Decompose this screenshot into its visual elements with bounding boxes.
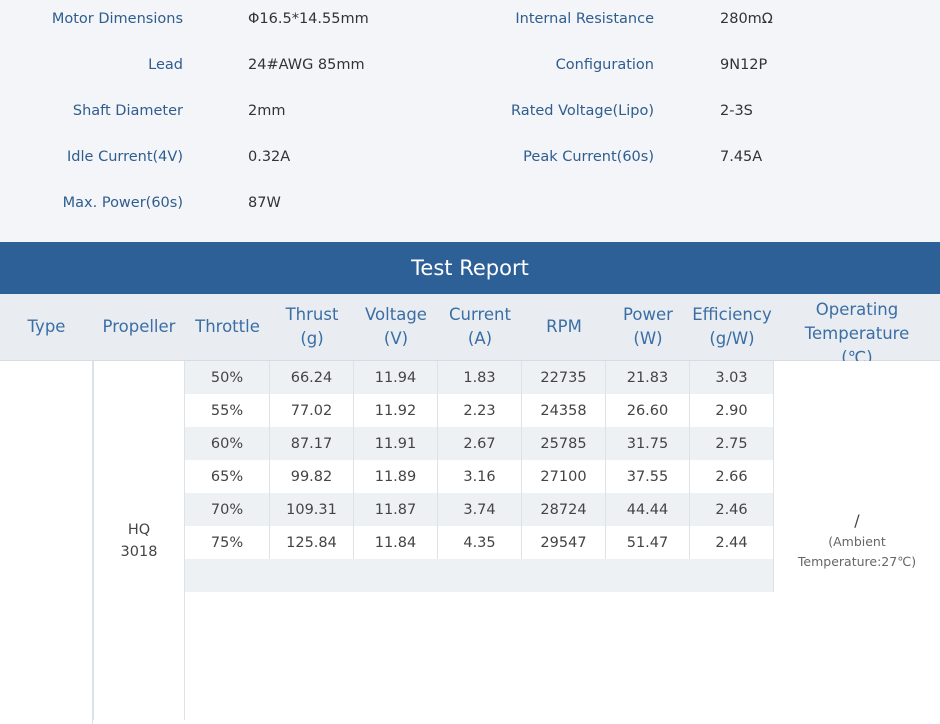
table-header: Type Propeller Throttle Thrust (g) Voltage (V)… <box>0 294 940 367</box>
table-cell: 29547 <box>522 526 606 559</box>
column-header: Thrust (g) <box>270 294 354 360</box>
table-cell: 11.89 <box>354 460 438 493</box>
column-header: RPM <box>522 294 606 360</box>
table-cell: 66.24 <box>270 361 354 394</box>
header-line: (A) <box>467 329 493 348</box>
spec-label: Lead <box>148 57 183 73</box>
temperature-line: / <box>854 510 860 530</box>
table-cell: 2.66 <box>690 460 774 493</box>
spec-label: Peak Current(60s) <box>523 149 654 165</box>
spec-section: Motor Dimensions Φ16.5*14.55mm Internal Re… <box>0 0 940 242</box>
column-header: Type <box>0 294 93 360</box>
column-header: Voltage (V) <box>354 294 438 360</box>
propeller-cell: HQ 3018 <box>93 361 185 720</box>
spec-label: Shaft Diameter <box>72 103 183 119</box>
table-cell: 70% <box>185 493 270 526</box>
table-cell: 37.55 <box>606 460 690 493</box>
table-cell: 3.74 <box>438 493 522 526</box>
table-cell: 2.67 <box>438 427 522 460</box>
spec-label: Rated Voltage(Lipo) <box>511 103 654 119</box>
header-line: Operating <box>815 300 899 319</box>
column-header: Propeller <box>93 294 185 360</box>
table-cell: 31.75 <box>606 427 690 460</box>
spec-value: 7.45A <box>720 149 763 165</box>
header-line: (W) <box>633 329 663 348</box>
propeller-line: HQ <box>127 521 151 538</box>
table-cell: 65% <box>185 460 270 493</box>
table-row-partial <box>185 559 774 592</box>
spec-value: 280mΩ <box>720 11 773 27</box>
temperature-cell: / (Ambient Temperature:27℃) <box>774 361 940 720</box>
table-cell: 55% <box>185 394 270 427</box>
table-cell: 1.83 <box>438 361 522 394</box>
table-cell: 25785 <box>522 427 606 460</box>
table-cell: 24358 <box>522 394 606 427</box>
header-line: Type <box>27 317 66 336</box>
column-header: Operating Temperature (℃) <box>774 294 940 367</box>
spec-value: Φ16.5*14.55mm <box>248 11 369 27</box>
table-cell: 2.75 <box>690 427 774 460</box>
table-cell: 75% <box>185 526 270 559</box>
table-cell: 4.35 <box>438 526 522 559</box>
table-cell: 44.44 <box>606 493 690 526</box>
table-cell: 50% <box>185 361 270 394</box>
column-header: Throttle <box>185 294 270 360</box>
column-header: Current (A) <box>438 294 522 360</box>
column-header: Efficiency (g/W) <box>690 294 774 360</box>
type-cell <box>0 361 93 724</box>
header-line: Thrust <box>285 305 339 324</box>
spec-label: Motor Dimensions <box>51 11 183 27</box>
spec-label: Max. Power(60s) <box>62 195 183 211</box>
spec-value: 0.32A <box>248 149 291 165</box>
table-cell: 28724 <box>522 493 606 526</box>
table-cell: 2.46 <box>690 493 774 526</box>
temperature-line: Temperature:27℃) <box>797 553 917 569</box>
spec-label: Configuration <box>555 57 654 73</box>
table-cell: 60% <box>185 427 270 460</box>
spec-label: Idle Current(4V) <box>67 149 183 165</box>
table-cell: 3.16 <box>438 460 522 493</box>
table-cell: 77.02 <box>270 394 354 427</box>
table-cell: 11.84 <box>354 526 438 559</box>
header-line: Propeller <box>102 317 176 336</box>
header-line: RPM <box>546 317 582 336</box>
header-line: Current <box>449 305 511 324</box>
header-line: Efficiency <box>692 305 772 324</box>
table-cell: 2.44 <box>690 526 774 559</box>
table-cell: 51.47 <box>606 526 690 559</box>
table-cell: 27100 <box>522 460 606 493</box>
spec-value: 2-3S <box>720 103 753 119</box>
header-line: Temperature <box>804 324 910 343</box>
header-line: Power <box>623 305 673 324</box>
table-cell: 11.92 <box>354 394 438 427</box>
spec-label: Internal Resistance <box>515 11 654 27</box>
header-line: Throttle <box>195 317 260 336</box>
table-cell: 11.94 <box>354 361 438 394</box>
table-cell: 99.82 <box>270 460 354 493</box>
spec-value: 24#AWG 85mm <box>248 57 365 73</box>
column-header: Power (W) <box>606 294 690 360</box>
table-cell: 109.31 <box>270 493 354 526</box>
header-line: (g/W) <box>709 329 755 348</box>
table-cell: 2.23 <box>438 394 522 427</box>
section-title: Test Report <box>0 242 940 294</box>
header-line: (V) <box>383 329 409 348</box>
table-cell: 87.17 <box>270 427 354 460</box>
spec-value: 2mm <box>248 103 286 119</box>
propeller-line: 3018 <box>120 543 158 560</box>
header-line: (g) <box>300 329 324 348</box>
table-cell: 21.83 <box>606 361 690 394</box>
table-cell: 26.60 <box>606 394 690 427</box>
table-cell: 11.91 <box>354 427 438 460</box>
header-line: Voltage <box>365 305 427 324</box>
table-cell: 2.90 <box>690 394 774 427</box>
temperature-line: (Ambient <box>828 533 886 549</box>
table-cell: 3.03 <box>690 361 774 394</box>
table-cell: 11.87 <box>354 493 438 526</box>
spec-value: 87W <box>248 195 281 211</box>
table-cell: 125.84 <box>270 526 354 559</box>
spec-value: 9N12P <box>720 57 768 73</box>
table-cell: 22735 <box>522 361 606 394</box>
